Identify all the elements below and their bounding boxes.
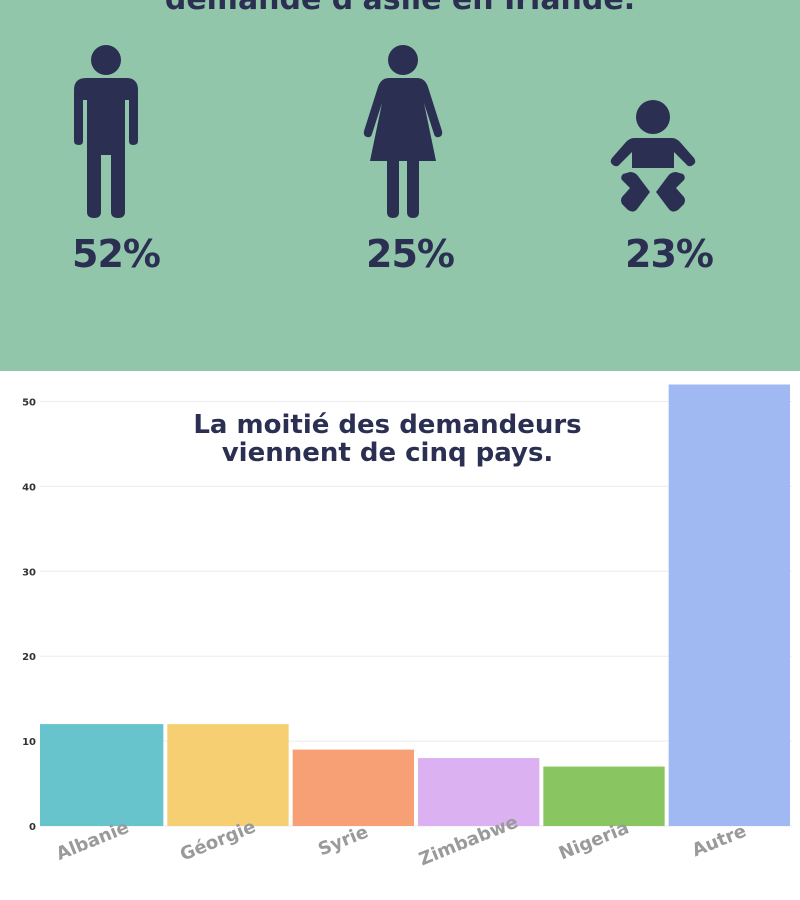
bar — [167, 724, 289, 826]
bar — [668, 384, 790, 826]
woman-percent: 25% — [366, 232, 455, 276]
bar — [543, 766, 665, 826]
bar — [40, 724, 164, 826]
baby-percent: 23% — [625, 232, 714, 276]
chart-title: La moitié des demandeurs viennent de cin… — [190, 411, 585, 467]
man-percent: 52% — [72, 232, 161, 276]
chart-title-line-2: viennent de cinq pays. — [221, 438, 554, 468]
bar — [418, 758, 540, 826]
x-tick-label: Syrie — [315, 821, 371, 860]
x-tick-label: Autre — [689, 821, 749, 862]
baby-icon — [610, 100, 696, 212]
man-icon — [74, 45, 138, 218]
chart-title-line-1: La moitié des demandeurs — [193, 410, 582, 440]
y-tick-label: 50 — [22, 397, 36, 408]
y-tick-label: 0 — [29, 822, 36, 833]
demographics-panel: demande d'asile en Irlande. 52% 25% 23% — [0, 0, 800, 371]
y-tick-label: 30 — [22, 567, 36, 578]
woman-icon — [363, 45, 443, 218]
y-tick-label: 40 — [22, 482, 36, 493]
chart-panel: 0 10 20 30 40 50 Albanie Géorgie Syrie Zimbabwe Ni… — [0, 371, 800, 900]
infographic-title: demande d'asile en Irlande. — [0, 0, 800, 17]
y-tick-label: 20 — [22, 652, 36, 663]
y-tick-label: 10 — [22, 737, 36, 748]
bar — [292, 749, 414, 826]
